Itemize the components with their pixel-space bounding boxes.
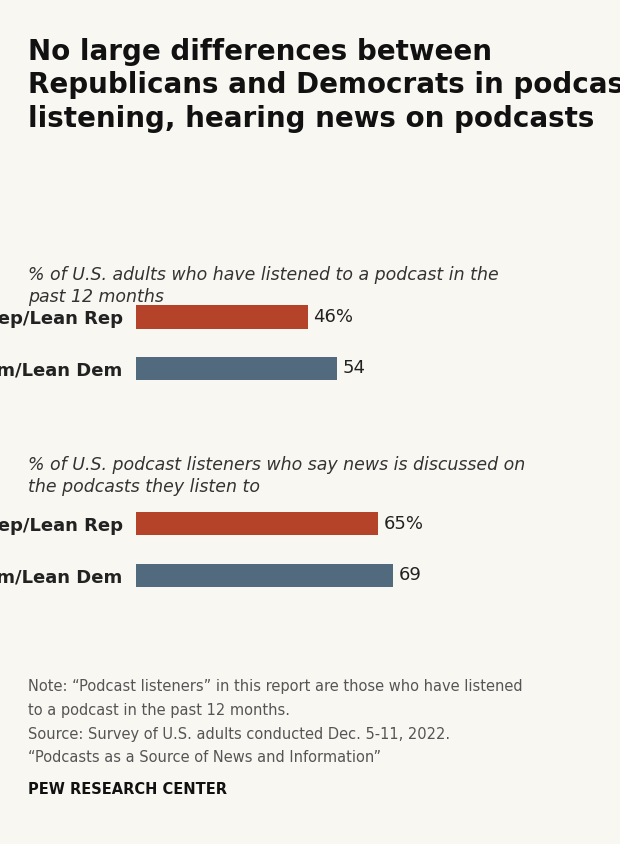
Text: “Podcasts as a Source of News and Information”: “Podcasts as a Source of News and Inform… — [28, 750, 381, 766]
Text: Source: Survey of U.S. adults conducted Dec. 5-11, 2022.: Source: Survey of U.S. adults conducted … — [28, 727, 450, 742]
Text: 54: 54 — [343, 360, 366, 377]
Text: % of U.S. podcast listeners who say news is discussed on
the podcasts they liste: % of U.S. podcast listeners who say news… — [28, 456, 525, 496]
Text: 69: 69 — [399, 566, 422, 584]
Text: to a podcast in the past 12 months.: to a podcast in the past 12 months. — [28, 703, 290, 718]
Bar — [136, 564, 393, 587]
Bar — [136, 512, 378, 535]
Bar — [136, 357, 337, 380]
Text: % of U.S. adults who have listened to a podcast in the
past 12 months: % of U.S. adults who have listened to a … — [28, 266, 498, 306]
Text: Note: “Podcast listeners” in this report are those who have listened: Note: “Podcast listeners” in this report… — [28, 679, 523, 695]
Text: 46%: 46% — [313, 308, 353, 326]
Text: 65%: 65% — [384, 515, 424, 533]
Bar — [136, 306, 308, 328]
Text: No large differences between
Republicans and Democrats in podcast
listening, hea: No large differences between Republicans… — [28, 38, 620, 133]
Text: PEW RESEARCH CENTER: PEW RESEARCH CENTER — [28, 782, 227, 798]
